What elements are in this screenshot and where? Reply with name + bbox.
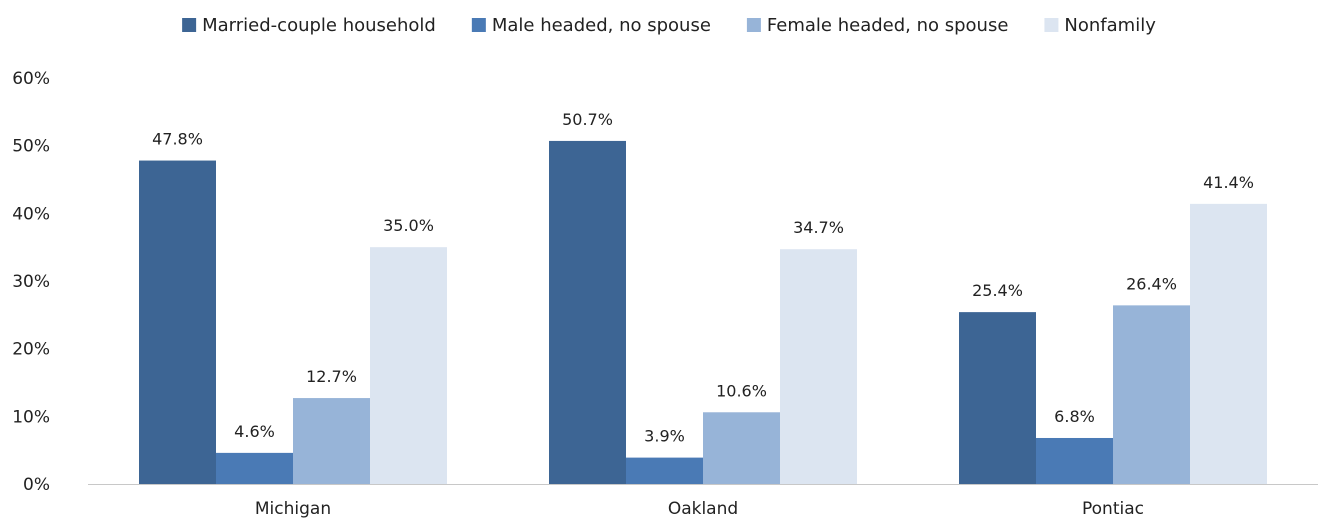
bar-oakland-series-1 (549, 140, 626, 484)
data-label: 12.7% (306, 367, 357, 386)
data-label: 50.7% (562, 110, 613, 129)
bar-oakland-series-4 (780, 249, 857, 484)
y-tick-label: 60% (12, 69, 50, 89)
legend-item: Married-couple household (182, 15, 436, 36)
bar-michigan-series-1 (139, 160, 216, 484)
data-label: 41.4% (1203, 173, 1254, 192)
legend: Married-couple household Male headed, no … (182, 15, 1156, 36)
legend-swatch (746, 18, 761, 32)
y-tick-label: 20% (12, 340, 50, 360)
bar-pontiac-series-1 (959, 312, 1036, 484)
x-category-label: Pontiac (1082, 499, 1144, 519)
data-label: 4.6% (234, 422, 275, 441)
data-label: 3.9% (644, 427, 685, 446)
data-labels: 47.8% 4.6% 12.7% 35.0% 50.7% 3.9% 10.6% 34.7% 25… (152, 110, 1254, 446)
legend-swatch (1044, 18, 1059, 32)
bar-pontiac-series-2 (1036, 437, 1113, 484)
bar-michigan-series-3 (293, 398, 370, 484)
x-category-label: Oakland (668, 499, 738, 519)
data-label: 6.8% (1054, 407, 1095, 426)
data-label: 34.7% (793, 218, 844, 237)
bar-pontiac-series-3 (1113, 305, 1190, 484)
y-tick-label: 50% (12, 137, 50, 157)
legend-label: Nonfamily (1064, 15, 1156, 36)
legend-label: Female headed, no spouse (767, 15, 1009, 36)
legend-item: Nonfamily (1044, 15, 1156, 36)
legend-item: Female headed, no spouse (746, 15, 1009, 36)
data-label: 26.4% (1126, 274, 1177, 293)
x-category-label: Michigan (255, 499, 331, 519)
legend-label: Married-couple household (202, 15, 436, 36)
data-label: 25.4% (972, 281, 1023, 300)
x-axis: Michigan Oakland Pontiac (255, 499, 1144, 519)
y-tick-label: 40% (12, 204, 50, 224)
bar-pontiac-series-4 (1190, 203, 1267, 485)
y-tick-label: 10% (12, 407, 50, 427)
legend-swatch (471, 18, 486, 32)
bars (139, 140, 1267, 485)
y-axis: 0% 10% 20% 30% 40% 50% 60% (12, 69, 50, 495)
bar-oakland-series-3 (703, 412, 780, 484)
bar-michigan-series-2 (216, 452, 293, 484)
data-label: 47.8% (152, 130, 203, 149)
data-label: 10.6% (716, 381, 767, 400)
y-tick-label: 0% (23, 475, 50, 495)
legend-label: Male headed, no spouse (492, 15, 711, 36)
legend-swatch (182, 18, 197, 32)
bar-michigan-series-4 (370, 247, 447, 484)
legend-item: Male headed, no spouse (471, 15, 711, 36)
y-tick-label: 30% (12, 272, 50, 292)
bar-oakland-series-2 (626, 457, 703, 484)
data-label: 35.0% (383, 216, 434, 235)
